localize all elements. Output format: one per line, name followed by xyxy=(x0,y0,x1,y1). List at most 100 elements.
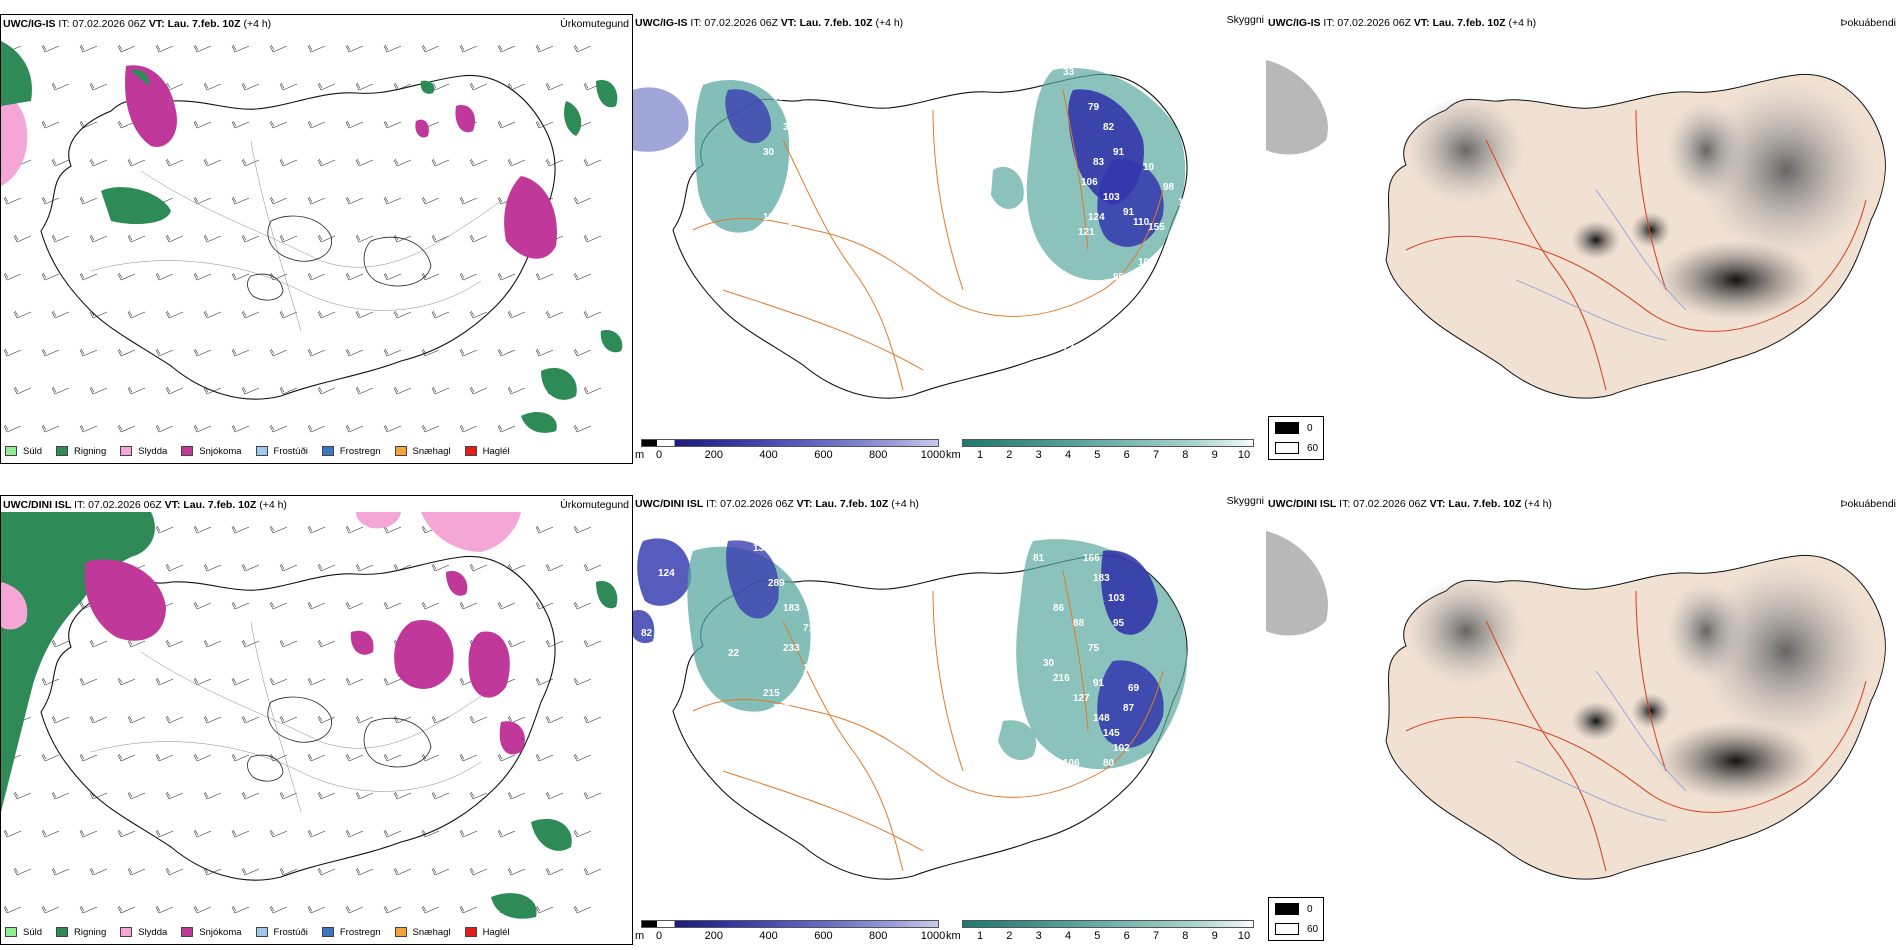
river-lines xyxy=(1515,670,1687,822)
precip-type-map xyxy=(1,512,618,919)
colorbar-tick: 4 xyxy=(1064,930,1072,942)
lead-time: (+4 h) xyxy=(875,17,904,29)
precip-type-legend: Súld Rigning Slydda Snjókoma Frostúði Frostre… xyxy=(5,443,524,459)
valid-time: VT: Lau. 7.feb. 10Z xyxy=(148,18,241,30)
road-lines xyxy=(90,140,502,332)
fog-legend-low: 0 xyxy=(1275,903,1313,915)
visibility-unit: km xyxy=(946,930,961,942)
vis-label: 183 xyxy=(783,603,800,614)
legend-label: Haglél xyxy=(482,445,510,457)
model-name: UWC/DINI ISL xyxy=(635,498,704,510)
colorbar-tick: 0 xyxy=(655,930,663,942)
fog-panel-1: UWC/IG-IS IT: 07.02.2026 06Z VT: Lau. 7.… xyxy=(1266,14,1900,464)
panel-header: UWC/DINI ISL IT: 07.02.2026 06Z VT: Lau.… xyxy=(635,498,919,510)
colorbar-tick: 8 xyxy=(1182,449,1189,461)
legend-item-5: Frostregn xyxy=(321,926,381,938)
legend-item-6: Snæhagl xyxy=(394,446,451,457)
panel-header: UWC/DINI ISL IT: 07.02.2026 06Z VT: Lau.… xyxy=(3,499,287,511)
legend-swatch xyxy=(394,927,407,937)
fog-legend: 0 60 xyxy=(1268,897,1324,941)
ceiling-unit: m xyxy=(635,930,645,942)
lead-time: (+4 h) xyxy=(259,499,287,511)
init-time: IT: 07.02.2026 06Z xyxy=(1323,17,1411,29)
lead-time: (+4 h) xyxy=(1508,17,1537,29)
vis-label: 118 xyxy=(1178,197,1195,208)
vis-label: 69 xyxy=(1128,683,1140,694)
vis-label: 216 xyxy=(1053,673,1070,684)
legend-item-0: Súld xyxy=(5,446,42,457)
road-network xyxy=(1405,109,1867,391)
legend-swatch xyxy=(394,446,407,456)
precip-type-map xyxy=(1,41,623,433)
visibility-colorbar: km 1 2 3 4 5 6 7 8 9 10 xyxy=(946,920,1256,944)
legend-label: Frostregn xyxy=(339,926,381,938)
precip-areas xyxy=(1,41,623,433)
panel-title: Úrkomutegund xyxy=(560,499,629,511)
legend-item-4: Frostúði xyxy=(255,446,308,457)
colorbar-tick: 400 xyxy=(759,930,778,942)
colorbar-tick: 800 xyxy=(869,449,888,461)
legend-label: Súld xyxy=(23,445,43,457)
vis-label: 91 xyxy=(1123,207,1135,218)
legend-label: Slydda xyxy=(138,445,168,457)
legend-label: Snæhagl xyxy=(412,926,451,938)
valid-time: VT: Lau. 7.feb. 10Z xyxy=(1413,17,1506,29)
colorbar-tick: 9 xyxy=(1211,449,1218,461)
colorbar-tick: 2 xyxy=(1006,449,1013,461)
legend-label: Snjókoma xyxy=(199,445,242,457)
vis-label: 104 xyxy=(1138,257,1155,268)
legend-swatch xyxy=(255,927,268,937)
panel-header: UWC/IG-IS IT: 07.02.2026 06Z VT: Lau. 7.… xyxy=(635,17,903,29)
legend-label: Súld xyxy=(23,926,43,938)
legend-item-4: Frostúði xyxy=(255,927,308,938)
vis-label: 4 xyxy=(773,232,779,243)
lead-time: (+4 h) xyxy=(891,498,919,510)
colorbar-tick: 3 xyxy=(1035,449,1042,461)
visibility-panel-2: UWC/DINI ISL IT: 07.02.2026 06Z VT: Lau.… xyxy=(633,495,1266,945)
vis-label: 105 xyxy=(788,217,805,228)
vis-label: 80 xyxy=(1103,758,1115,769)
vis-label: 127 xyxy=(1073,693,1090,704)
colorbar-tick: 200 xyxy=(704,449,723,461)
vis-label: 106 xyxy=(1081,177,1098,188)
vis-label: 233 xyxy=(783,643,800,654)
precip-type-panel-2: UWC/DINI ISL IT: 07.02.2026 06Z VT: Lau.… xyxy=(0,495,633,945)
legend-label: Frostregn xyxy=(339,445,381,457)
vis-label: 102 xyxy=(1113,743,1130,754)
vis-label: 145 xyxy=(1103,728,1120,739)
vis-label: 88 xyxy=(1073,618,1085,629)
vis-label: 82 xyxy=(1103,122,1115,133)
vis-label: 32 xyxy=(773,92,785,103)
vis-label: 166 xyxy=(1083,553,1100,564)
vis-label: 130 xyxy=(753,543,770,554)
legend-label: Rigning xyxy=(74,445,107,457)
panel-header: UWC/IG-IS IT: 07.02.2026 06Z VT: Lau. 7.… xyxy=(1268,17,1536,29)
vis-label: 215 xyxy=(763,688,780,699)
legend-swatch xyxy=(56,927,69,937)
legend-label: Rigning xyxy=(74,926,107,938)
model-name: UWC/IG-IS xyxy=(635,17,688,29)
colorbar-tick: 2 xyxy=(1006,930,1013,942)
vis-label: 118 xyxy=(763,212,780,223)
vis-label: 82 xyxy=(641,628,653,639)
legend-item-6: Snæhagl xyxy=(394,926,451,938)
vis-label: 297 xyxy=(773,703,790,714)
legend-swatch xyxy=(120,927,133,937)
vis-label: 77 xyxy=(773,553,785,564)
vis-label: 75 xyxy=(1088,643,1100,654)
legend-item-3: Snjókoma xyxy=(181,927,242,938)
vis-label: 124 xyxy=(658,568,675,579)
colorbar-tick: 5 xyxy=(1094,930,1101,942)
legend-item-3: Snjókoma xyxy=(181,445,242,457)
colorbar-tick: 10 xyxy=(1237,930,1251,942)
vis-label: 81 xyxy=(1033,553,1045,564)
legend-swatch xyxy=(321,446,334,456)
fog-legend-low: 0 xyxy=(1275,422,1313,434)
panel-title: Skyggni xyxy=(1226,495,1264,507)
fog-map xyxy=(1266,60,1886,399)
vis-label: 103 xyxy=(1108,593,1125,604)
